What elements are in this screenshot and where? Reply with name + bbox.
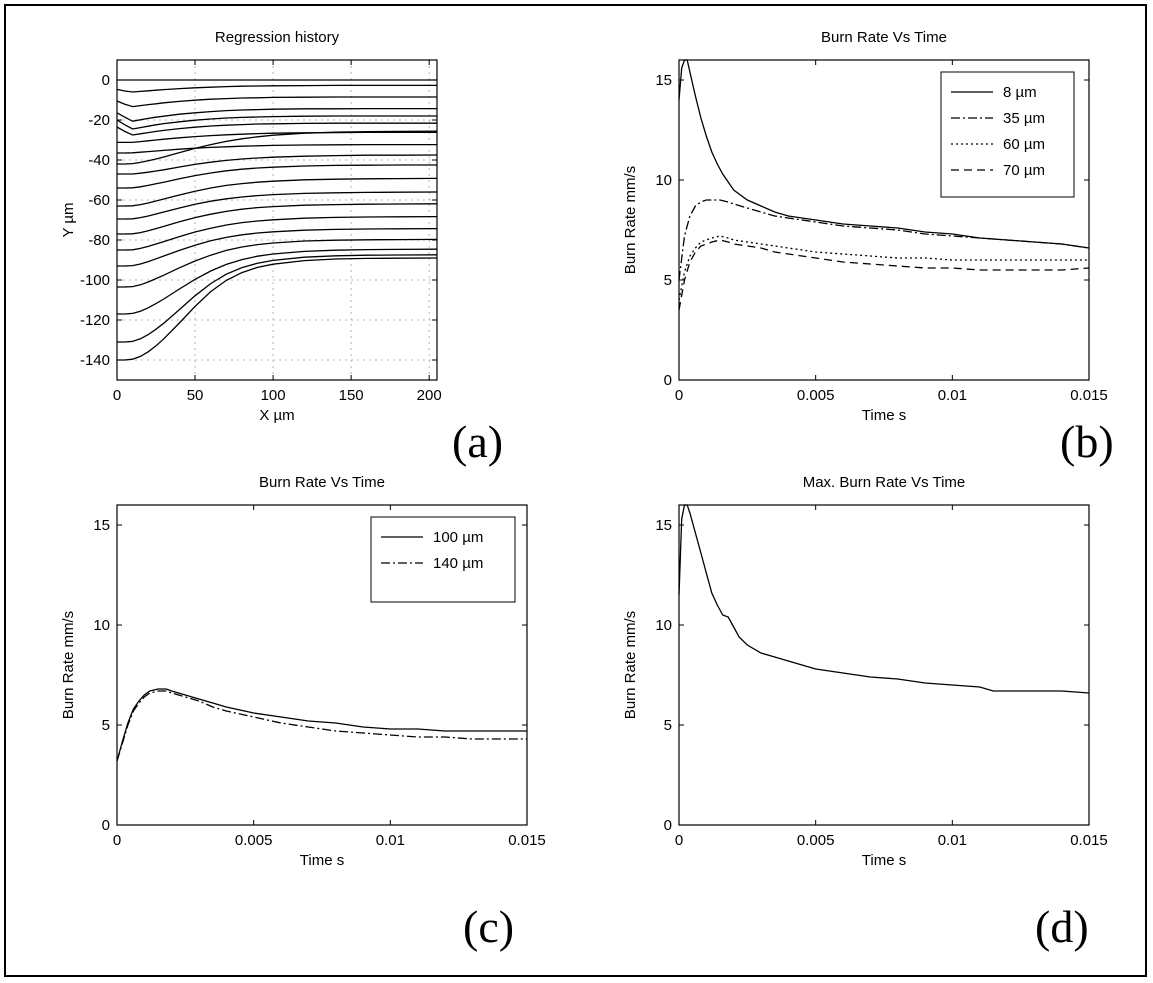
y-tick-label: -100 bbox=[80, 272, 110, 289]
series-line-8 bbox=[117, 143, 437, 154]
x-tick-label: 0.01 bbox=[376, 832, 405, 849]
y-tick-label: -40 bbox=[88, 152, 110, 169]
series-line-2 bbox=[116, 84, 437, 93]
series-line-2 bbox=[678, 199, 1090, 281]
series-line-13 bbox=[117, 191, 438, 220]
legend: 100 µm 140 µm bbox=[370, 516, 516, 603]
y-tick-label: 0 bbox=[102, 817, 110, 834]
series-line-2 bbox=[116, 690, 527, 762]
panel-d-chart: 0 0.005 0.01 0.015 0 5 10 15 Max. Burn Rate Vs T… bbox=[622, 474, 1108, 869]
chart-title: Max. Burn Rate Vs Time bbox=[803, 474, 966, 491]
y-tick-label: 0 bbox=[664, 817, 672, 834]
plot-area-frame bbox=[116, 504, 528, 826]
x-tick-label: 150 bbox=[339, 387, 364, 404]
series-line-1 bbox=[678, 59, 1090, 249]
y-tick-label: -20 bbox=[88, 112, 110, 129]
panel-b-chart: 0 0.005 0.01 0.015 0 5 10 15 Burn Rate Vs Time Ti… bbox=[622, 29, 1108, 424]
panel-label-c: (c) bbox=[463, 901, 514, 952]
y-axis-label: Y µm bbox=[60, 202, 77, 237]
y-tick-label: 15 bbox=[655, 72, 672, 89]
y-tick-label: -140 bbox=[80, 352, 110, 369]
series-line-3 bbox=[116, 96, 437, 108]
x-tick-label: 0.005 bbox=[797, 387, 835, 404]
y-tick-label: 10 bbox=[655, 617, 672, 634]
legend-entry: 60 µm bbox=[1003, 136, 1045, 153]
x-tick-label: 0.005 bbox=[797, 832, 835, 849]
series-line-14 bbox=[117, 203, 438, 235]
series-line-12 bbox=[117, 177, 438, 207]
x-tick-label: 0 bbox=[113, 832, 121, 849]
y-tick-label: 5 bbox=[664, 717, 672, 734]
x-tick-label: 0.015 bbox=[1070, 387, 1108, 404]
series-line-7 bbox=[117, 131, 437, 144]
figure-frame bbox=[4, 4, 1147, 977]
series-line-9 bbox=[117, 130, 438, 165]
y-tick-label: 5 bbox=[664, 272, 672, 289]
panel-label-b: (b) bbox=[1060, 416, 1114, 467]
plot-area-frame bbox=[116, 59, 438, 381]
series-line-20 bbox=[117, 257, 438, 361]
x-axis-label: Time s bbox=[862, 852, 906, 869]
panel-c-chart: 0 0.005 0.01 0.015 0 5 10 15 Burn Rate Vs Time Ti… bbox=[60, 474, 546, 869]
x-axis-label: X µm bbox=[259, 407, 294, 424]
panel-a-chart: 0 50 100 150 200 0 -20 -40 -60 -80 -100 -120 -140 Reg… bbox=[60, 29, 442, 424]
y-tick-label: 15 bbox=[655, 517, 672, 534]
chart-title: Burn Rate Vs Time bbox=[821, 29, 947, 46]
plot-area-frame bbox=[678, 59, 1090, 381]
series-line-10 bbox=[117, 154, 438, 175]
legend-box bbox=[370, 516, 516, 603]
y-tick-label: -60 bbox=[88, 192, 110, 209]
x-axis-label: Time s bbox=[300, 852, 344, 869]
panel-label-a: (a) bbox=[452, 416, 503, 467]
series-line-1 bbox=[116, 688, 527, 762]
x-tick-label: 0.005 bbox=[235, 832, 273, 849]
series-line-4 bbox=[678, 239, 1090, 311]
chart-title: Regression history bbox=[215, 29, 340, 46]
series-line-1 bbox=[678, 504, 1090, 694]
series-line-4 bbox=[116, 107, 437, 122]
y-axis-label: Burn Rate mm/s bbox=[60, 611, 77, 719]
y-tick-label: 10 bbox=[655, 172, 672, 189]
series-line-6 bbox=[116, 122, 437, 136]
y-tick-label: -80 bbox=[88, 232, 110, 249]
x-tick-label: 0 bbox=[675, 387, 683, 404]
series-line-17 bbox=[117, 238, 438, 288]
y-axis-label: Burn Rate mm/s bbox=[622, 611, 639, 719]
x-tick-label: 0.01 bbox=[938, 832, 967, 849]
x-tick-label: 0.015 bbox=[1070, 832, 1108, 849]
series-line-5 bbox=[116, 115, 437, 130]
x-tick-label: 0 bbox=[113, 387, 121, 404]
legend: 8 µm 35 µm 60 µm 70 µm bbox=[940, 71, 1075, 198]
legend-entry: 100 µm bbox=[433, 529, 483, 546]
x-axis-label: Time s bbox=[862, 407, 906, 424]
x-tick-label: 50 bbox=[187, 387, 204, 404]
panel-label-d: (d) bbox=[1035, 901, 1089, 952]
legend-entry: 70 µm bbox=[1003, 162, 1045, 179]
y-tick-label: 0 bbox=[664, 372, 672, 389]
series-line-15 bbox=[117, 215, 438, 251]
y-tick-label: 0 bbox=[102, 72, 110, 89]
legend-entry: 140 µm bbox=[433, 555, 483, 572]
legend-box bbox=[940, 71, 1075, 198]
y-axis-label: Burn Rate mm/s bbox=[622, 166, 639, 274]
y-tick-label: 5 bbox=[102, 717, 110, 734]
chart-title: Burn Rate Vs Time bbox=[259, 474, 385, 491]
x-tick-label: 0 bbox=[675, 832, 683, 849]
series-line-19 bbox=[117, 254, 438, 343]
series-line-18 bbox=[117, 248, 438, 315]
series-line-11 bbox=[117, 164, 437, 189]
x-tick-label: 0.01 bbox=[938, 387, 967, 404]
legend-entry: 8 µm bbox=[1003, 84, 1037, 101]
x-tick-label: 100 bbox=[261, 387, 286, 404]
y-tick-label: 10 bbox=[93, 617, 110, 634]
series-line-16 bbox=[117, 227, 438, 267]
x-tick-label: 200 bbox=[417, 387, 442, 404]
plot-area-frame bbox=[678, 504, 1090, 826]
y-tick-label: -120 bbox=[80, 312, 110, 329]
x-tick-label: 0.015 bbox=[508, 832, 546, 849]
legend-entry: 35 µm bbox=[1003, 110, 1045, 127]
y-tick-label: 15 bbox=[93, 517, 110, 534]
